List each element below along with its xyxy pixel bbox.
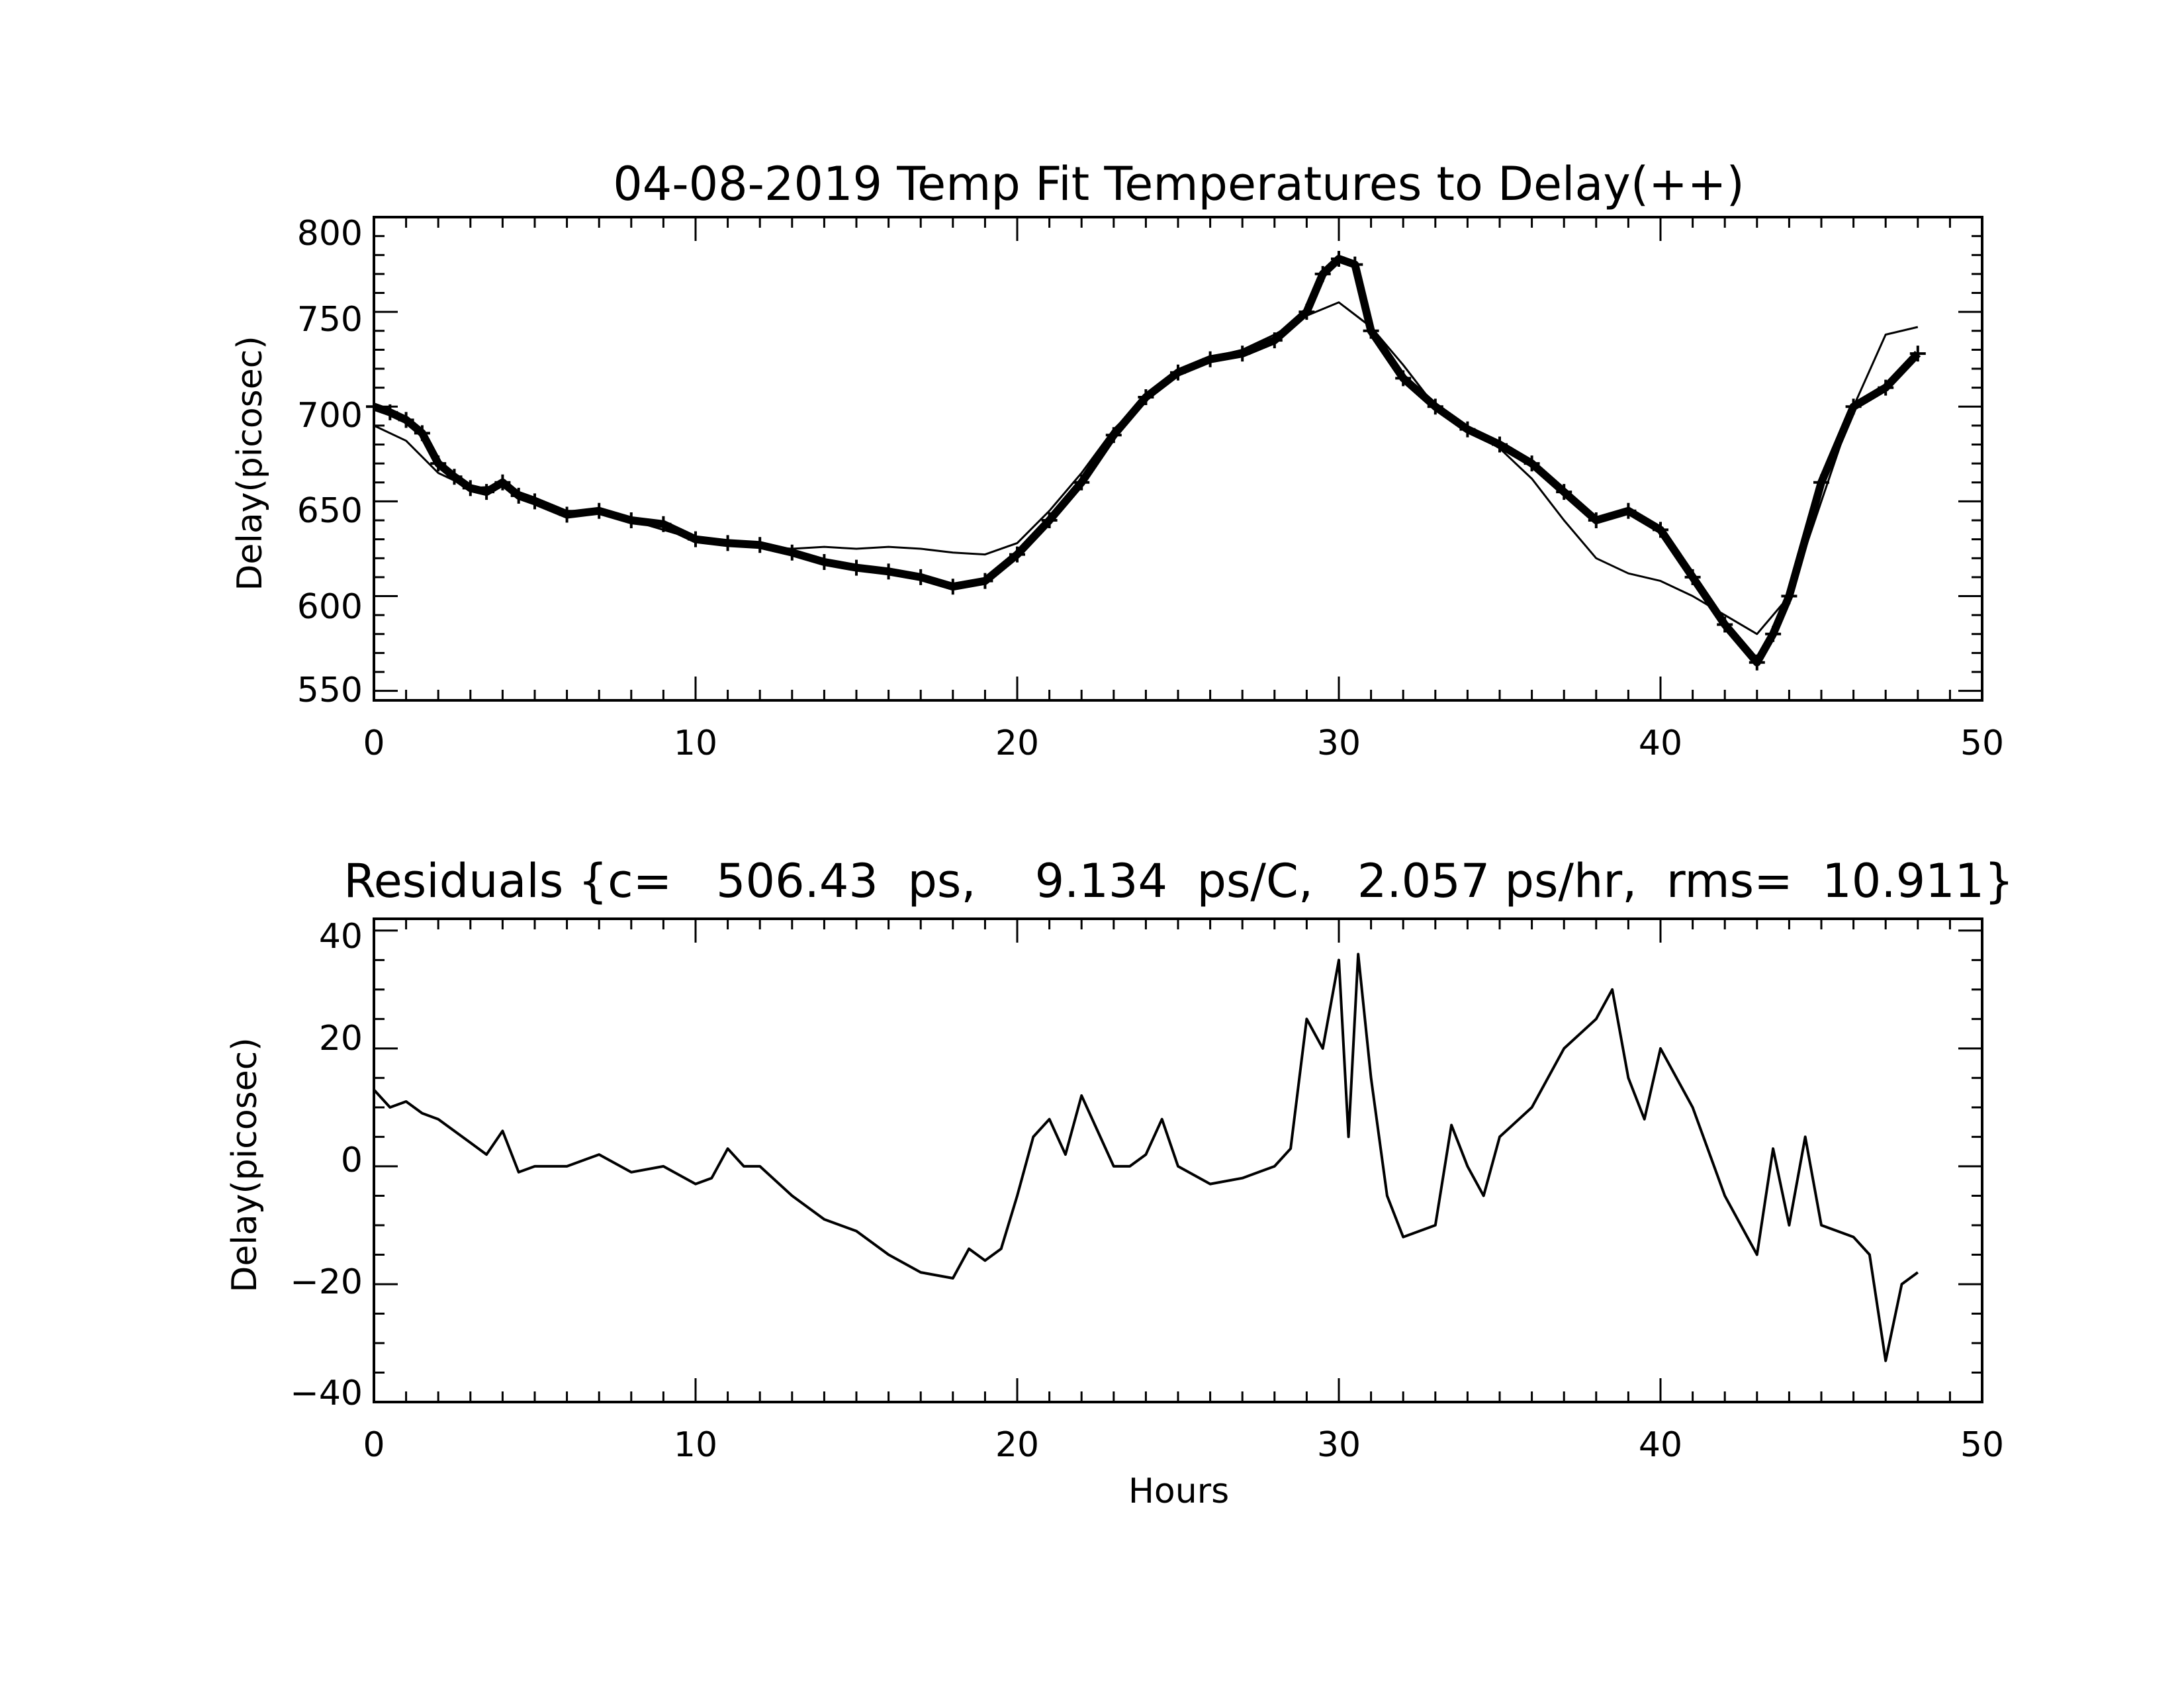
top-series-group bbox=[366, 250, 1926, 671]
top-series-0-point bbox=[816, 554, 833, 571]
top-series-0-point bbox=[880, 563, 897, 580]
top-series-0-point bbox=[430, 455, 447, 472]
bottom-y-tick-label: −20 bbox=[290, 1262, 363, 1302]
top-series-0-point bbox=[559, 506, 575, 523]
top-x-tick-labels: 0 10 20 30 40 50 bbox=[363, 724, 2004, 763]
bottom-x-axis-label: Hours bbox=[1128, 1472, 1229, 1511]
top-series-0-point bbox=[848, 559, 864, 576]
bottom-y-tick-label: 20 bbox=[319, 1019, 363, 1058]
bottom-plot-frame bbox=[373, 917, 1983, 1403]
bottom-tick-marks bbox=[373, 919, 1983, 1403]
top-series-0-point bbox=[1765, 626, 1782, 642]
bottom-x-tick-label: 10 bbox=[674, 1425, 717, 1465]
top-series-0-point bbox=[1909, 346, 1926, 362]
top-chart-title: 04-08-2019 Temp Fit Temperatures to Dela… bbox=[613, 157, 1745, 211]
top-series-0-point bbox=[784, 544, 800, 561]
top-series-0-point bbox=[1878, 379, 1894, 396]
top-y-tick-label: 750 bbox=[297, 300, 363, 340]
top-series-0-point bbox=[527, 493, 543, 510]
top-x-tick-label: 10 bbox=[674, 724, 717, 763]
bottom-y-tick-label: 0 bbox=[341, 1141, 363, 1180]
top-series-0-point bbox=[1684, 569, 1701, 585]
top-x-tick-label: 0 bbox=[363, 724, 385, 763]
bottom-x-tick-label: 50 bbox=[1960, 1425, 2004, 1465]
top-series-0-point bbox=[510, 487, 527, 504]
top-series-0-point bbox=[446, 469, 463, 485]
top-x-tick-label: 50 bbox=[1960, 724, 2004, 763]
top-series-0-point bbox=[1620, 502, 1637, 519]
bottom-y-tick-label: −40 bbox=[290, 1374, 363, 1413]
top-series-0-point bbox=[1588, 512, 1604, 529]
top-x-tick-label: 40 bbox=[1639, 724, 1682, 763]
top-series-0-point bbox=[977, 573, 993, 589]
top-series-0-point bbox=[1717, 616, 1733, 633]
top-y-axis-label: Delay(picosec) bbox=[230, 336, 270, 590]
top-tick-marks bbox=[373, 216, 1983, 700]
top-series-0-point bbox=[1234, 346, 1251, 362]
top-series-0-point bbox=[1813, 474, 1829, 491]
top-series-0-point bbox=[913, 569, 929, 585]
bottom-x-tick-labels: 0 10 20 30 40 50 bbox=[363, 1425, 2004, 1465]
top-series-0-point bbox=[1653, 522, 1668, 538]
top-y-tick-label: 700 bbox=[297, 396, 363, 436]
top-panel: 04-08-2019 Temp Fit Temperatures to Dela… bbox=[230, 157, 2004, 763]
top-plot-frame bbox=[373, 216, 1983, 702]
top-series-0-point bbox=[1298, 304, 1315, 320]
bottom-y-tick-label: 40 bbox=[319, 917, 363, 957]
bottom-x-tick-label: 0 bbox=[363, 1425, 385, 1465]
top-series-0-point bbox=[1347, 256, 1363, 273]
bottom-x-tick-label: 20 bbox=[995, 1425, 1039, 1465]
top-series-0-point bbox=[1363, 322, 1379, 339]
top-series-0-point bbox=[414, 425, 430, 442]
top-series-0-point bbox=[1395, 370, 1412, 387]
top-y-tick-labels: 550 600 650 700 750 800 bbox=[297, 214, 363, 710]
top-y-tick-label: 800 bbox=[297, 214, 363, 254]
top-series-0-point bbox=[1749, 654, 1765, 671]
top-series-0-point bbox=[1331, 250, 1347, 267]
bottom-chart-title: Residuals {c= 506.43 ps, 9.134 ps/C, 2.0… bbox=[343, 854, 2014, 908]
top-series-0-point bbox=[1556, 484, 1572, 500]
bottom-series-group bbox=[373, 953, 1919, 1362]
top-series-0-point bbox=[1041, 512, 1058, 529]
top-series-0-point bbox=[1073, 474, 1090, 491]
top-y-tick-label: 600 bbox=[297, 587, 363, 627]
bottom-panel: Residuals {c= 506.43 ps, 9.134 ps/C, 2.0… bbox=[225, 854, 2014, 1511]
top-series-0-point bbox=[494, 474, 511, 491]
top-series-0-point bbox=[944, 579, 961, 595]
top-series-0-point bbox=[382, 404, 398, 420]
bottom-series-0-line bbox=[373, 953, 1919, 1362]
top-series-1-line bbox=[373, 301, 1919, 635]
top-y-tick-label: 650 bbox=[297, 491, 363, 531]
top-series-0-point bbox=[752, 537, 768, 553]
bottom-x-tick-label: 30 bbox=[1317, 1425, 1361, 1465]
top-series-0-point bbox=[1314, 265, 1331, 282]
top-series-0-point bbox=[398, 412, 414, 428]
top-x-tick-label: 30 bbox=[1317, 724, 1361, 763]
top-x-tick-label: 20 bbox=[995, 724, 1039, 763]
bottom-y-tick-labels: −40 −20 0 20 40 bbox=[290, 917, 363, 1413]
bottom-x-tick-label: 40 bbox=[1639, 1425, 1682, 1465]
top-y-tick-label: 550 bbox=[297, 671, 363, 710]
bottom-y-axis-label: Delay(picosec) bbox=[225, 1037, 265, 1292]
top-series-0-point bbox=[1524, 455, 1540, 472]
top-series-0-point bbox=[1009, 546, 1025, 563]
